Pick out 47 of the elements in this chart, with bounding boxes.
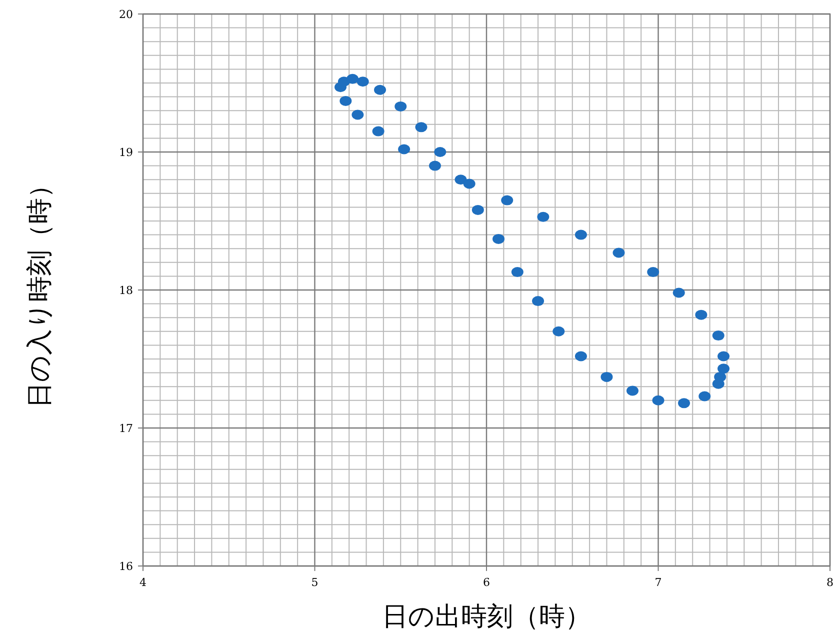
x-tick-label: 4	[140, 576, 146, 589]
point	[374, 84, 386, 95]
y-tick-label: 19	[119, 146, 133, 159]
point	[346, 74, 359, 84]
y-axis-title: 日の入り時刻（時）	[25, 172, 55, 408]
point	[463, 178, 476, 189]
point	[501, 195, 514, 206]
point	[472, 204, 484, 215]
point	[712, 378, 724, 389]
point	[612, 248, 625, 258]
x-tick-label: 8	[826, 576, 834, 589]
point	[574, 230, 587, 240]
point	[698, 391, 711, 402]
y-tick-label: 18	[119, 284, 133, 297]
x-axis-title: 日の出時刻（時）	[382, 602, 591, 632]
point	[626, 386, 638, 396]
point	[537, 212, 550, 222]
point	[678, 398, 690, 408]
point	[647, 267, 660, 278]
x-tick-label: 7	[654, 576, 662, 589]
point	[428, 160, 441, 171]
point	[372, 126, 384, 136]
y-tick-label: 17	[119, 422, 133, 435]
point	[415, 122, 428, 132]
y-tick-label: 16	[119, 560, 133, 573]
point	[511, 267, 524, 278]
point	[718, 351, 730, 362]
point	[454, 174, 467, 185]
point	[695, 310, 708, 320]
point	[672, 288, 685, 298]
point	[712, 330, 724, 341]
point	[574, 351, 587, 362]
point	[352, 110, 364, 120]
point	[718, 364, 730, 374]
point	[340, 96, 352, 106]
point	[394, 101, 407, 112]
x-tick-label: 5	[311, 576, 318, 589]
point	[434, 147, 446, 157]
point	[600, 372, 613, 382]
y-tick-label: 20	[119, 8, 133, 21]
point	[356, 76, 369, 87]
point	[532, 296, 544, 306]
point	[652, 395, 664, 406]
point	[398, 144, 410, 154]
point	[552, 326, 565, 336]
point	[492, 234, 505, 244]
x-tick-label: 6	[483, 576, 490, 589]
